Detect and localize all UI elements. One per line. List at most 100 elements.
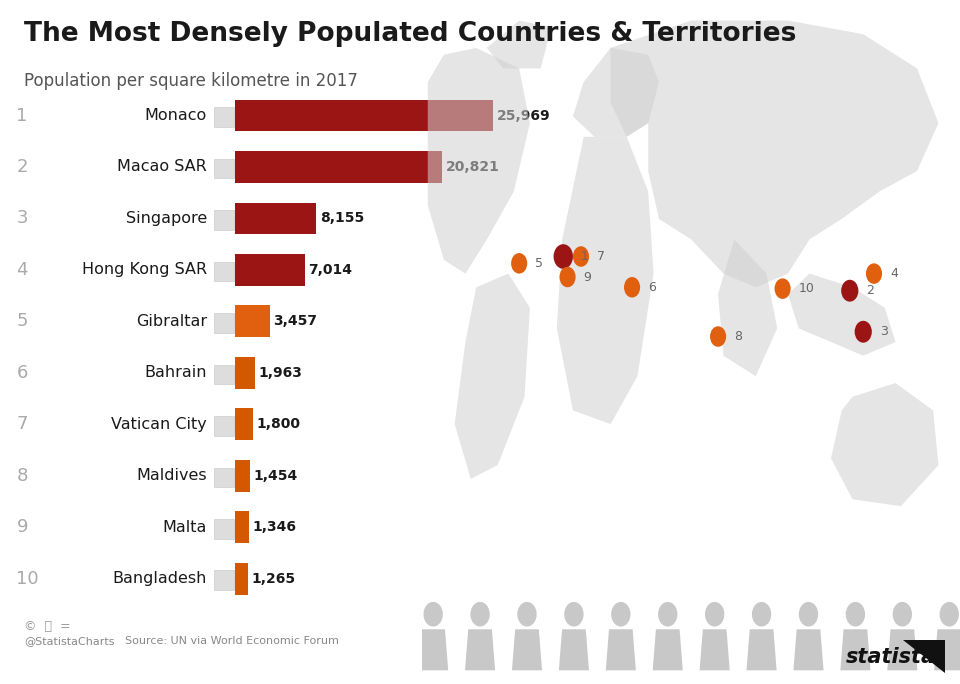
Circle shape bbox=[470, 602, 490, 627]
Bar bbox=[235, 408, 253, 440]
Polygon shape bbox=[887, 629, 918, 670]
Text: Population per square kilometre in 2017: Population per square kilometre in 2017 bbox=[24, 72, 358, 90]
FancyBboxPatch shape bbox=[214, 313, 234, 332]
Text: 8,155: 8,155 bbox=[320, 211, 364, 226]
Polygon shape bbox=[559, 629, 588, 670]
Polygon shape bbox=[606, 629, 636, 670]
Bar bbox=[235, 512, 249, 543]
Text: 2: 2 bbox=[16, 158, 28, 176]
Text: Macao SAR: Macao SAR bbox=[117, 159, 207, 174]
Text: ©  ⓘ  =: © ⓘ = bbox=[24, 620, 71, 633]
FancyBboxPatch shape bbox=[214, 468, 234, 487]
Text: Singapore: Singapore bbox=[126, 211, 207, 226]
Polygon shape bbox=[700, 629, 730, 670]
Bar bbox=[235, 100, 493, 131]
Text: 9: 9 bbox=[584, 270, 591, 284]
Text: Gibraltar: Gibraltar bbox=[136, 314, 207, 329]
Text: 9: 9 bbox=[16, 518, 28, 536]
Text: 7,014: 7,014 bbox=[308, 263, 352, 277]
FancyBboxPatch shape bbox=[214, 416, 234, 436]
Text: 4: 4 bbox=[16, 261, 28, 279]
Polygon shape bbox=[557, 137, 654, 424]
Polygon shape bbox=[419, 629, 448, 670]
Text: 25,969: 25,969 bbox=[496, 109, 550, 122]
Circle shape bbox=[554, 244, 573, 269]
Text: 6: 6 bbox=[648, 280, 656, 294]
Polygon shape bbox=[428, 48, 530, 274]
Text: 7: 7 bbox=[597, 250, 605, 263]
Circle shape bbox=[564, 602, 584, 627]
Text: 6: 6 bbox=[16, 364, 28, 382]
Text: 8: 8 bbox=[734, 330, 742, 343]
Text: statista: statista bbox=[846, 647, 936, 667]
Polygon shape bbox=[718, 239, 778, 376]
Circle shape bbox=[511, 253, 527, 274]
Text: Maldives: Maldives bbox=[136, 469, 207, 484]
Text: 2: 2 bbox=[867, 284, 875, 298]
FancyBboxPatch shape bbox=[214, 570, 234, 590]
Polygon shape bbox=[573, 48, 659, 137]
Polygon shape bbox=[934, 629, 960, 670]
Text: 10: 10 bbox=[799, 282, 815, 295]
Polygon shape bbox=[611, 21, 939, 287]
Polygon shape bbox=[831, 383, 939, 506]
Text: Hong Kong SAR: Hong Kong SAR bbox=[82, 263, 207, 278]
FancyBboxPatch shape bbox=[214, 519, 234, 538]
Text: 3,457: 3,457 bbox=[273, 315, 317, 328]
Text: 5: 5 bbox=[16, 313, 28, 330]
FancyBboxPatch shape bbox=[214, 262, 234, 281]
FancyBboxPatch shape bbox=[214, 159, 234, 179]
Bar bbox=[235, 151, 443, 183]
Text: 1,800: 1,800 bbox=[256, 417, 300, 432]
Text: 1: 1 bbox=[16, 107, 28, 124]
FancyBboxPatch shape bbox=[214, 210, 234, 230]
Polygon shape bbox=[512, 629, 542, 670]
Polygon shape bbox=[788, 274, 896, 356]
Circle shape bbox=[423, 602, 443, 627]
Text: Bahrain: Bahrain bbox=[144, 365, 207, 380]
Circle shape bbox=[658, 602, 678, 627]
Text: Monaco: Monaco bbox=[145, 108, 207, 123]
Text: 5: 5 bbox=[536, 256, 543, 270]
Text: Bangladesh: Bangladesh bbox=[112, 571, 207, 586]
Text: 8: 8 bbox=[16, 466, 28, 485]
Circle shape bbox=[854, 321, 872, 343]
Circle shape bbox=[752, 602, 771, 627]
Text: 1,265: 1,265 bbox=[252, 572, 296, 586]
Circle shape bbox=[612, 602, 631, 627]
Text: Malta: Malta bbox=[162, 520, 207, 535]
Bar bbox=[235, 357, 254, 389]
Text: 10: 10 bbox=[16, 570, 39, 588]
Polygon shape bbox=[794, 629, 824, 670]
Text: 1,346: 1,346 bbox=[252, 521, 296, 534]
Circle shape bbox=[799, 602, 818, 627]
Text: Vatican City: Vatican City bbox=[111, 417, 207, 432]
FancyBboxPatch shape bbox=[214, 365, 234, 384]
Bar bbox=[235, 202, 316, 235]
Text: 1: 1 bbox=[581, 250, 588, 263]
Text: Source: UN via World Economic Forum: Source: UN via World Economic Forum bbox=[125, 636, 339, 646]
Circle shape bbox=[866, 263, 882, 284]
Circle shape bbox=[893, 602, 912, 627]
Bar bbox=[235, 563, 248, 594]
Text: 1,963: 1,963 bbox=[258, 366, 302, 380]
Text: 4: 4 bbox=[890, 267, 898, 280]
Text: 1,454: 1,454 bbox=[253, 469, 298, 483]
Circle shape bbox=[841, 280, 858, 302]
Text: 7: 7 bbox=[16, 415, 28, 434]
Circle shape bbox=[624, 277, 640, 298]
Circle shape bbox=[710, 326, 726, 347]
Bar bbox=[235, 254, 305, 286]
Circle shape bbox=[940, 602, 959, 627]
Circle shape bbox=[517, 602, 537, 627]
Circle shape bbox=[775, 278, 791, 299]
Bar bbox=[235, 306, 270, 337]
Text: 3: 3 bbox=[880, 325, 888, 339]
Circle shape bbox=[560, 267, 576, 287]
FancyBboxPatch shape bbox=[214, 107, 234, 127]
Polygon shape bbox=[747, 629, 777, 670]
Text: The Most Densely Populated Countries & Territories: The Most Densely Populated Countries & T… bbox=[24, 21, 797, 47]
Text: 20,821: 20,821 bbox=[445, 160, 499, 174]
Polygon shape bbox=[902, 640, 946, 673]
Text: 3: 3 bbox=[16, 209, 28, 228]
